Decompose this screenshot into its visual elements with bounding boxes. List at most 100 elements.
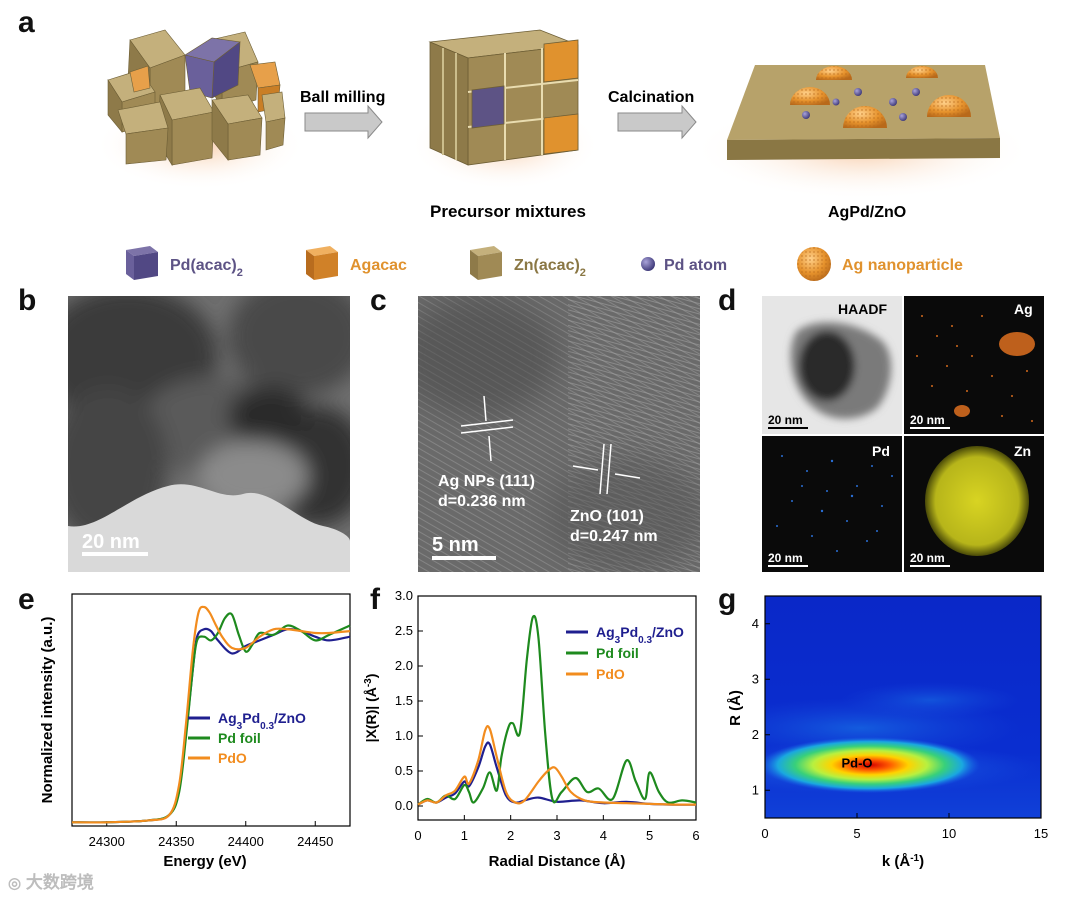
chart-e-xlabel: Energy (eV) (163, 853, 246, 870)
caption-agpd-zno: AgPd/ZnO (828, 204, 906, 221)
pd-map-label: Pd (872, 443, 890, 459)
panel-label-f: f (370, 583, 380, 616)
chart-g-xtick-label: 15 (1034, 826, 1048, 841)
chart-e-xtick-label: 24450 (297, 834, 333, 849)
legend-zn-acac-icon (470, 246, 502, 280)
chart-g-frame (764, 595, 1042, 819)
ag-lattice-marker (460, 395, 514, 462)
chart-f-series-2 (417, 724, 697, 806)
legend-f-agpd: Ag3Pd0.3/ZnO (596, 624, 684, 646)
pd-o-annotation: Pd-O (841, 756, 872, 771)
wavelet-heatmap (765, 596, 1041, 818)
chart-f-xtick-label: 2 (507, 828, 514, 843)
legend-agacac-icon (306, 246, 338, 280)
panel-label-a: a (18, 6, 35, 39)
ag-map-tile (904, 296, 1044, 434)
arrow-ball-milling (304, 104, 383, 140)
arrow-calcination (617, 104, 697, 140)
legend-zn-acac: Zn(acac)2 (514, 257, 586, 279)
panel-label-d: d (718, 284, 737, 317)
agpd-zno-slab (727, 65, 1000, 160)
chart-f-xlabel: Radial Distance (Å) (489, 853, 626, 870)
scale-label-zn: 20 nm (910, 551, 945, 565)
chart-g-ytick-label: 4 (752, 616, 759, 631)
ag-d-spacing: d=0.236 nm (438, 493, 526, 510)
chart-f-ylabel: |X(R)| (Å-3) (363, 674, 380, 743)
chart-f-xtick-label: 1 (461, 828, 468, 843)
chart-g-xtick-label: 5 (853, 826, 860, 841)
chart-e-xtick-label: 24400 (228, 834, 264, 849)
legend-ag-np: Ag nanoparticle (842, 257, 963, 274)
chart-g-ytick-label: 3 (752, 671, 759, 686)
chart-g: 0 5 10 15 1 2 3 4 Pd-O k (Å-1) R (Å) (727, 595, 1048, 871)
panel-label-b: b (18, 284, 37, 317)
chart-e-series-1 (71, 612, 351, 824)
chart-f: 0 1 2 3 4 5 6 0.0 0.5 1.0 1.5 2.0 2.5 3.0 Radial Dist… (363, 590, 700, 870)
precursor-mixture-cube (428, 29, 579, 166)
chart-f-series-0 (417, 741, 697, 806)
chart-e-xtick-label: 24350 (158, 834, 194, 849)
zno-lattice-marker (572, 443, 641, 495)
chart-e-xtick-label: 24300 (89, 834, 125, 849)
panel-label-c: c (370, 284, 387, 317)
panel-label-e: e (18, 583, 35, 616)
legend-pd-atom-icon (641, 257, 655, 271)
scale-label-ag: 20 nm (910, 413, 945, 427)
ag-map-label: Ag (1014, 301, 1033, 317)
chart-f-xtick-label: 0 (414, 828, 421, 843)
chart-e-ylabel: Normalized intensity (a.u.) (39, 617, 56, 804)
legend-e-pdfoil: Pd foil (218, 730, 261, 746)
chart-f-ytick-label: 2.0 (395, 658, 413, 673)
chart-e-frame (71, 593, 351, 827)
legend-pd-acac-icon (126, 246, 158, 280)
chart-g-ylabel: R (Å) (727, 690, 744, 726)
chart-f-ytick-label: 1.0 (395, 728, 413, 743)
legend-e-agpd: Ag3Pd0.3/ZnO (218, 710, 306, 732)
tem-image-b: 20 nm (68, 296, 350, 572)
precursor-cube-pile (107, 29, 286, 167)
chart-f-ytick-label: 1.5 (395, 693, 413, 708)
chart-g-xlabel: k (Å-1) (882, 853, 924, 871)
chart-f-xtick-label: 3 (553, 828, 560, 843)
haadf-label: HAADF (838, 301, 887, 317)
chart-f-xtick-label: 6 (692, 828, 699, 843)
chart-f-ytick-label: 0.5 (395, 763, 413, 778)
zno-plane-label: ZnO (101) (570, 508, 644, 525)
chart-f-ytick-label: 3.0 (395, 590, 413, 603)
watermark: ◎ 大数跨境 (8, 873, 94, 892)
chart-f-ytick-label: 0.0 (395, 798, 413, 813)
step-calcination: Calcination (608, 89, 694, 106)
chart-f-legend: Ag3Pd0.3/ZnO Pd foil PdO (566, 624, 684, 682)
chart-f-ytick-label: 2.5 (395, 623, 413, 638)
panel-a-schematic: Ball milling Precursor mixtures Calcinat… (95, 29, 1032, 221)
scale-label-c: 5 nm (432, 534, 479, 556)
chart-f-series-1 (417, 614, 697, 806)
chart-e-legend: Ag3Pd0.3/ZnO Pd foil PdO (188, 710, 306, 766)
eds-mapping-d: HAADF 20 nm Ag 20 nm Pd 20 nm Zn 20 nm (762, 296, 1044, 572)
legend-f-pdo: PdO (596, 666, 625, 682)
legend-f-pdfoil: Pd foil (596, 645, 639, 661)
scale-label-haadf: 20 nm (768, 413, 803, 427)
legend-agacac: Agacac (350, 257, 407, 274)
legend-e-pdo: PdO (218, 750, 247, 766)
step-ball-milling: Ball milling (300, 89, 385, 106)
pd-map-tile (762, 436, 902, 572)
chart-e: 24300 24350 24400 24450 Energy (eV) Normali… (39, 593, 351, 870)
chart-g-ytick-label: 2 (752, 727, 759, 742)
panel-label-g: g (718, 583, 737, 616)
chart-f-xtick-label: 4 (600, 828, 607, 843)
zno-d-spacing: d=0.247 nm (570, 528, 658, 545)
legend-pd-acac: Pd(acac)2 (170, 257, 243, 279)
scale-label-b: 20 nm (82, 531, 140, 553)
chart-e-series-0 (71, 627, 351, 824)
chart-g-ytick-label: 1 (752, 782, 759, 797)
watermark-logo-icon: ◎ (8, 875, 22, 892)
panel-a-legend: Pd(acac)2 Agacac Zn(acac)2 Pd atom Ag na… (126, 246, 963, 281)
chart-e-series-2 (71, 605, 351, 824)
hrtem-image-c: Ag NPs (111) d=0.236 nm ZnO (101) d=0.24… (418, 296, 700, 572)
ag-plane-label: Ag NPs (111) (438, 473, 535, 490)
chart-g-xtick-label: 10 (942, 826, 956, 841)
chart-f-xtick-label: 5 (646, 828, 653, 843)
chart-g-xtick-label: 0 (761, 826, 768, 841)
caption-precursor-mixtures: Precursor mixtures (430, 202, 586, 221)
